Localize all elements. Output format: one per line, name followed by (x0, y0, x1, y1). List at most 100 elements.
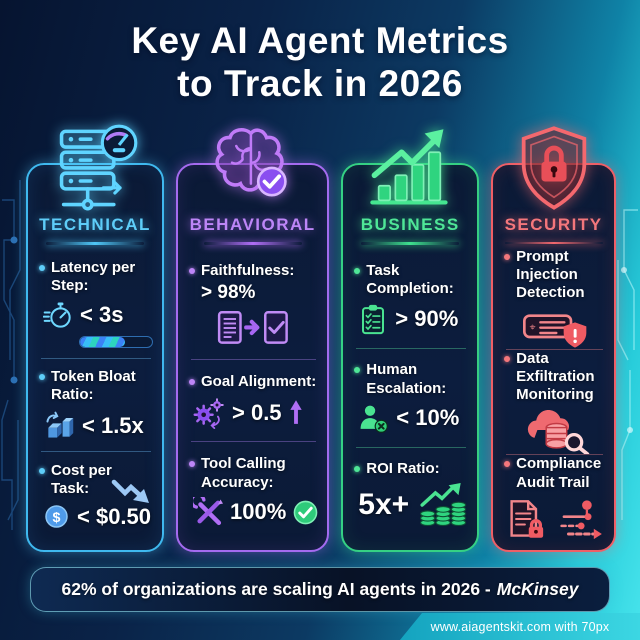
gears-icon (193, 397, 224, 429)
header-underline (504, 242, 603, 244)
bullet-dot (39, 374, 45, 381)
metric-item-cost: Cost per Task: $ < $0.50 (39, 462, 153, 531)
bullet-dot (504, 253, 511, 260)
divider (41, 451, 151, 453)
metric-label: ROI Ratio: (366, 460, 440, 478)
technical-items: Latency per Step: < 3s Token Blo (28, 245, 162, 542)
document-lock-icon (509, 500, 543, 538)
metric-label: Cost per Task: (51, 461, 112, 498)
divider (506, 348, 603, 350)
divider (506, 454, 603, 456)
watermark-strip: www.aiagentskit.com with 70px (400, 613, 640, 640)
metric-label: Goal Alignment: (201, 373, 317, 391)
watermark-text: www.aiagentskit.com with 70px (430, 619, 610, 634)
column-header-behavioral: BEHAVIORAL (189, 215, 316, 234)
latency-progress-bar (79, 336, 153, 349)
metric-value: > 98% (201, 282, 256, 304)
clipboard-checklist-icon (362, 305, 385, 335)
metric-value: 100% (230, 499, 287, 525)
divider (41, 357, 151, 359)
growth-chart-icon (370, 129, 448, 205)
prompt-shield-icon: ⌖ (522, 313, 586, 348)
bullet-dot (354, 367, 361, 374)
metric-label: Prompt Injection Detection (516, 247, 585, 302)
metric-item-roi: ROI Ratio: 5x+ (354, 460, 468, 527)
coins-growth-icon (420, 483, 467, 527)
metric-label: Token Bloat Ratio: (51, 368, 136, 404)
metric-label: Compliance Audit Trail (516, 455, 602, 491)
metric-columns: TECHNICAL Latency per Step: < 3s (26, 124, 616, 552)
metric-label: Task Completion: (366, 261, 454, 297)
bullet-dot (39, 467, 45, 474)
divider (356, 347, 467, 349)
metric-value: < 10% (396, 405, 460, 431)
business-card: BUSINESS Task Completion: (341, 129, 480, 552)
metric-label: Faithfulness: (201, 261, 295, 279)
header-underline (203, 242, 302, 245)
stopwatch-icon (43, 302, 71, 328)
shield-lock-icon (521, 126, 586, 210)
metric-item-human-escalation: Human Escalation: < 10% (354, 361, 468, 434)
metric-item-data-exfiltration: Data Exfiltration Monitoring (504, 350, 605, 455)
person-x-icon (360, 405, 389, 433)
metric-item-goal-alignment: Goal Alignment: (189, 373, 318, 429)
metric-item-tool-accuracy: Tool Calling Accuracy: 100% (189, 455, 318, 527)
svg-text:⌖: ⌖ (529, 321, 535, 333)
bullet-dot (354, 267, 361, 274)
bullet-dot (39, 264, 45, 271)
header-underline (46, 242, 144, 245)
page-title: Key AI Agent Metrics to Track in 2026 (0, 20, 640, 106)
metric-item-faithfulness: Faithfulness: > 98% (189, 262, 318, 346)
brain-check-icon (215, 128, 287, 197)
column-header-security: SECURITY (504, 215, 603, 234)
metric-label: Latency per Step: (51, 258, 136, 294)
technical-card: TECHNICAL Latency per Step: < 3s (26, 124, 164, 552)
audit-trail-icon (559, 500, 602, 539)
divider (356, 446, 467, 448)
metric-value: 5x+ (358, 488, 410, 522)
column-header-business: BUSINESS (360, 215, 460, 234)
metric-item-token-bloat: Token Bloat Ratio: < 1.5x (39, 368, 153, 442)
business-items: Task Completion: > 90% (343, 245, 477, 542)
security-items: Prompt Injection Detection ⌖ Data Exfilt… (493, 244, 614, 542)
progress-fill (80, 337, 125, 348)
behavioral-items: Faithfulness: > 98% Goal Alignment: (178, 245, 327, 542)
circuit-pattern-left (1, 180, 21, 530)
metric-item-compliance-audit: Compliance Audit Trail (504, 455, 605, 540)
bullet-dot (189, 267, 195, 274)
metric-label: Tool Calling Accuracy: (201, 455, 286, 491)
bullet-dot (189, 461, 195, 468)
check-circle-icon (293, 500, 318, 524)
metric-item-prompt-injection: Prompt Injection Detection ⌖ (504, 248, 605, 349)
up-arrow-icon (289, 400, 302, 424)
down-trend-arrow-icon (111, 479, 149, 503)
column-header-technical: TECHNICAL (39, 215, 151, 234)
metric-item-task-completion: Task Completion: > 90% (354, 262, 468, 336)
title-line-2: to Track in 2026 (177, 62, 463, 104)
growth-cubes-icon (46, 411, 74, 438)
footer-stat-bar: 62% of organizations are scaling AI agen… (30, 567, 610, 612)
tools-icon (193, 497, 223, 526)
bullet-dot (354, 466, 361, 473)
document-check-icon (217, 311, 288, 345)
footer-stat-text: 62% of organizations are scaling AI agen… (61, 579, 491, 599)
metric-label: Data Exfiltration Monitoring (516, 349, 595, 404)
svg-text:$: $ (53, 510, 61, 526)
dollar-coin-icon: $ (45, 505, 68, 529)
metric-value: > 90% (395, 306, 459, 332)
metric-value: < 3s (80, 302, 124, 328)
divider (191, 359, 317, 361)
metric-value: < 1.5x (82, 412, 144, 438)
footer-source: McKinsey (496, 579, 579, 599)
server-speedometer-icon (59, 124, 138, 211)
metric-value: < $0.50 (77, 503, 152, 529)
title-line-1: Key AI Agent Metrics (131, 20, 509, 61)
metric-value: > 0.5 (232, 399, 282, 425)
circuit-pattern-right (617, 209, 638, 520)
bullet-dot (504, 461, 511, 468)
security-card: SECURITY Prompt Injection Detection ⌖ (491, 126, 616, 552)
cloud-database-search-icon (527, 410, 589, 455)
bullet-dot (189, 379, 195, 386)
metric-label: Human Escalation: (366, 361, 447, 397)
divider (191, 441, 317, 443)
